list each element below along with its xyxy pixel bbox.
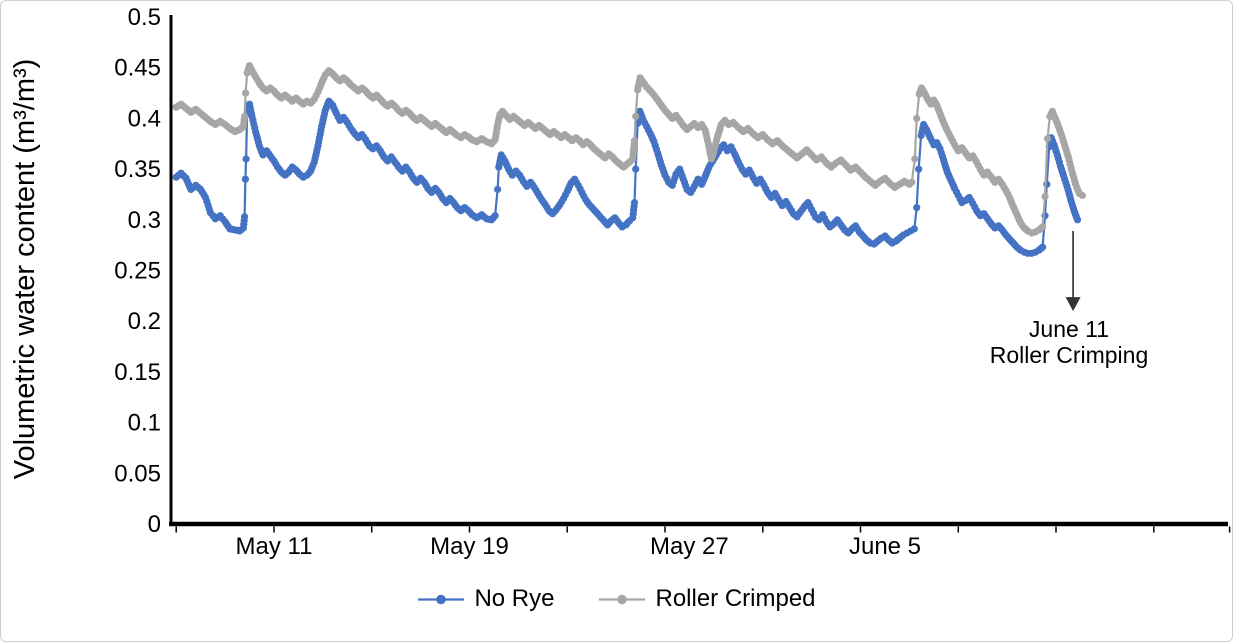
- data-point-marker: [491, 212, 499, 220]
- legend-item-no-rye: No Rye: [417, 585, 554, 613]
- data-point-marker: [908, 178, 916, 186]
- y-tick-label: 0.4: [128, 105, 161, 132]
- y-tick-label: 0.25: [114, 258, 161, 285]
- data-point-marker: [911, 155, 919, 163]
- data-point-marker: [1043, 135, 1052, 143]
- legend: No Rye Roller Crimped: [1, 584, 1232, 614]
- legend-item-roller-crimped: Roller Crimped: [598, 585, 816, 613]
- y-tick-label: 0.1: [128, 410, 161, 437]
- y-tick-label: 0.35: [114, 156, 161, 183]
- y-tick-label: 0.3: [128, 207, 161, 234]
- y-axis-title: Volumetric water content (m³/m³): [9, 59, 41, 480]
- annotation-arrowhead-icon: [1065, 297, 1081, 312]
- y-tick-label: 0: [148, 511, 161, 538]
- data-point-marker: [494, 185, 502, 193]
- data-point-marker: [1073, 216, 1082, 224]
- data-point-marker: [241, 213, 249, 221]
- data-point-marker: [632, 165, 640, 173]
- data-point-marker: [915, 165, 923, 173]
- series-no-rye: [172, 97, 1082, 257]
- y-tick-label: 0.45: [114, 55, 161, 82]
- x-tick-label: May 19: [430, 533, 509, 560]
- data-point-marker: [913, 114, 921, 122]
- x-tick-label: May 11: [236, 533, 313, 560]
- data-point-marker: [1041, 192, 1049, 201]
- y-tick-label: 0.5: [128, 4, 161, 31]
- legend-label-no-rye: No Rye: [474, 585, 555, 612]
- series-roller-crimped: [172, 62, 1086, 237]
- data-point-marker: [1039, 223, 1047, 231]
- legend-label-roller-crimped: Roller Crimped: [655, 585, 816, 612]
- data-point-marker: [630, 137, 639, 145]
- legend-swatch-marker-icon: [436, 594, 447, 604]
- legend-swatch-marker-icon: [617, 594, 628, 604]
- data-point-marker: [632, 112, 640, 120]
- y-tick-label: 0.15: [114, 359, 161, 386]
- data-point-marker: [1039, 243, 1047, 251]
- roller-crimped-swatch-icon: [599, 594, 646, 604]
- data-point-marker: [913, 204, 921, 212]
- data-point-marker: [910, 225, 918, 233]
- data-point-marker: [1043, 180, 1051, 188]
- data-point-marker: [1078, 191, 1086, 200]
- data-point-marker: [242, 89, 250, 97]
- y-tick-label: 0.05: [114, 460, 161, 487]
- annotation-line-1: June 11: [1029, 316, 1109, 342]
- data-point-marker: [241, 112, 249, 120]
- data-point-marker: [241, 175, 249, 183]
- annotation-line-2: Roller Crimping: [990, 342, 1148, 368]
- y-tick-label: 0.2: [128, 308, 161, 335]
- plot-area: May 11 May 19 May 27 June 5 0 0.05 0.1 0.15 0.2 0…: [114, 4, 1231, 560]
- x-tick-label: May 27: [650, 533, 729, 560]
- data-point-marker: [630, 199, 639, 207]
- x-tick-label: June 5: [849, 533, 921, 560]
- series-line: [175, 64, 1084, 235]
- roller-crimping-annotation: June 11 Roller Crimping: [990, 316, 1148, 368]
- no-rye-swatch-icon: [418, 594, 465, 604]
- data-point-marker: [242, 155, 250, 163]
